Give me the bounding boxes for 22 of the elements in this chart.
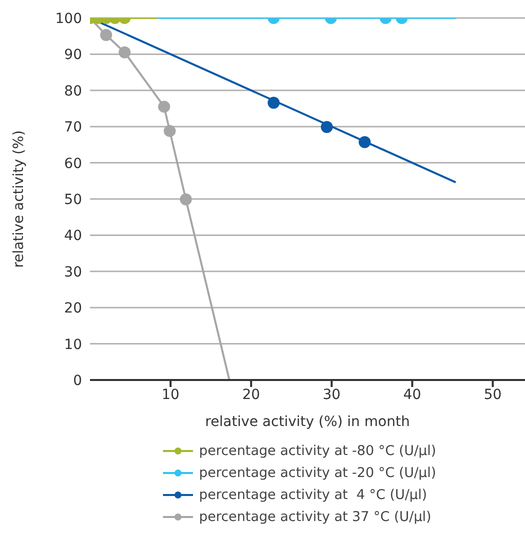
- y-tick-label: 80: [64, 83, 82, 100]
- y-axis-title: relative activity (%): [10, 130, 27, 268]
- y-tick-label: 30: [64, 264, 82, 280]
- legend-label: percentage activity at -80 °C (U/µl): [199, 443, 436, 459]
- legend-label: percentage activity at -20 °C (U/µl): [199, 465, 436, 481]
- x-tick-label: 10: [162, 386, 180, 403]
- y-tick-label: 70: [64, 120, 82, 136]
- x-tick-label: 50: [484, 386, 502, 403]
- y-tick-label: 90: [64, 47, 82, 64]
- y-tick-label: 50: [64, 192, 82, 208]
- y-tick-label: 0: [73, 372, 82, 389]
- y-tick-label: 10: [64, 336, 82, 353]
- x-tick-label: 30: [322, 386, 341, 403]
- x-tick-label: 20: [242, 386, 260, 403]
- y-tick-label: 100: [55, 10, 82, 27]
- legend-label: percentage activity at 4 °C (U/µl): [199, 487, 427, 503]
- y-tick-label: 20: [64, 300, 82, 317]
- x-axis-title: relative activity (%) in month: [205, 414, 410, 430]
- y-tick-label: 40: [64, 228, 82, 244]
- x-tick-label: 40: [403, 386, 422, 403]
- legend-label: percentage activity at 37 °C (U/µl): [199, 509, 432, 525]
- y-tick-label: 60: [64, 156, 82, 172]
